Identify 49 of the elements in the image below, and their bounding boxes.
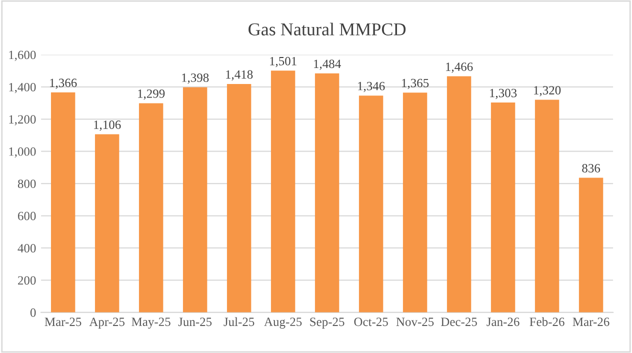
data-label: 1,106	[94, 120, 121, 131]
data-label: 836	[582, 164, 600, 172]
bar	[182, 87, 208, 312]
y-tick-label: 200	[18, 276, 36, 285]
data-label: 1,466	[446, 62, 473, 73]
bar	[490, 102, 516, 312]
bar	[270, 70, 296, 312]
data-label: 1,484	[314, 60, 341, 70]
x-tick-label: Dec-25	[441, 318, 477, 326]
y-tick-label: 1,200	[9, 115, 36, 126]
bar	[534, 100, 560, 312]
x-tick-label: May-25	[132, 318, 170, 329]
y-tick-label: 1,000	[9, 147, 36, 158]
y-tick-label: 1,600	[9, 50, 36, 61]
data-label: 1,303	[490, 88, 517, 100]
data-label: 1,346	[358, 82, 385, 92]
bar	[94, 134, 120, 312]
y-tick-label: 0	[30, 308, 36, 317]
data-label: 1,299	[138, 89, 165, 100]
bar	[226, 84, 252, 312]
data-label: 1,365	[402, 78, 429, 90]
bar	[358, 96, 384, 312]
y-tick-label: 800	[18, 180, 36, 188]
data-label: 1,501	[270, 56, 296, 68]
x-tick-label: Nov-25	[396, 318, 434, 326]
x-tick-label: Jun-25	[178, 318, 212, 326]
data-label: 1,366	[50, 78, 77, 89]
data-label: 1,418	[226, 70, 253, 81]
y-tick-label: 400	[18, 244, 36, 252]
bar	[314, 73, 340, 312]
bar	[446, 76, 472, 312]
x-tick-label: Mar-25	[44, 318, 82, 326]
y-tick-label: 600	[18, 212, 36, 220]
data-label: 1,320	[534, 86, 561, 96]
x-tick-label: Oct-25	[354, 318, 388, 326]
x-tick-label: Mar-26	[572, 318, 610, 326]
data-label: 1,398	[182, 73, 209, 84]
bar	[578, 178, 604, 312]
chart-title: Gas Natural MMPCD	[248, 22, 406, 36]
x-tick-label: Aug-25	[264, 318, 302, 329]
x-tick-label: Jan-26	[486, 318, 520, 326]
bar	[138, 103, 164, 312]
x-tick-label: Sep-25	[310, 318, 344, 329]
bar	[402, 92, 428, 312]
x-tick-label: Jul-25	[224, 317, 254, 326]
bar	[50, 92, 76, 312]
x-tick-label: Apr-25	[89, 318, 125, 329]
y-tick-label: 1,400	[9, 82, 36, 94]
x-tick-label: Feb-26	[530, 317, 564, 326]
